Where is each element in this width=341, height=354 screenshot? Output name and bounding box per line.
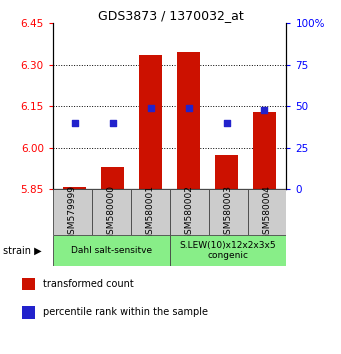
Bar — [53, 189, 92, 235]
Bar — [22, 278, 35, 290]
Bar — [169, 189, 209, 235]
Point — [224, 120, 229, 126]
Point — [148, 105, 153, 110]
Bar — [63, 187, 86, 189]
Text: S.LEW(10)x12x2x3x5
congenic: S.LEW(10)x12x2x3x5 congenic — [180, 241, 276, 260]
Bar — [101, 167, 124, 189]
Bar — [253, 112, 276, 189]
Point — [186, 105, 191, 110]
Bar — [215, 155, 238, 189]
Text: GSM579999: GSM579999 — [68, 185, 77, 240]
Bar — [131, 189, 170, 235]
Text: GSM580003: GSM580003 — [224, 185, 233, 240]
Point — [110, 120, 116, 126]
Bar — [177, 52, 200, 189]
Bar — [139, 55, 162, 189]
Point — [72, 120, 77, 126]
Bar — [248, 189, 286, 235]
Point — [262, 108, 267, 113]
Bar — [169, 235, 286, 266]
Bar — [53, 235, 169, 266]
Text: Dahl salt-sensitve: Dahl salt-sensitve — [71, 246, 152, 255]
Text: GSM580004: GSM580004 — [263, 185, 271, 240]
Text: GSM580002: GSM580002 — [184, 185, 194, 240]
Text: strain ▶: strain ▶ — [3, 245, 42, 256]
Text: percentile rank within the sample: percentile rank within the sample — [43, 307, 208, 317]
Text: GSM580000: GSM580000 — [107, 185, 116, 240]
Bar — [22, 306, 35, 319]
Text: transformed count: transformed count — [43, 279, 134, 289]
Bar — [209, 189, 248, 235]
Text: GSM580001: GSM580001 — [146, 185, 155, 240]
Text: GDS3873 / 1370032_at: GDS3873 / 1370032_at — [98, 9, 243, 22]
Bar — [92, 189, 131, 235]
